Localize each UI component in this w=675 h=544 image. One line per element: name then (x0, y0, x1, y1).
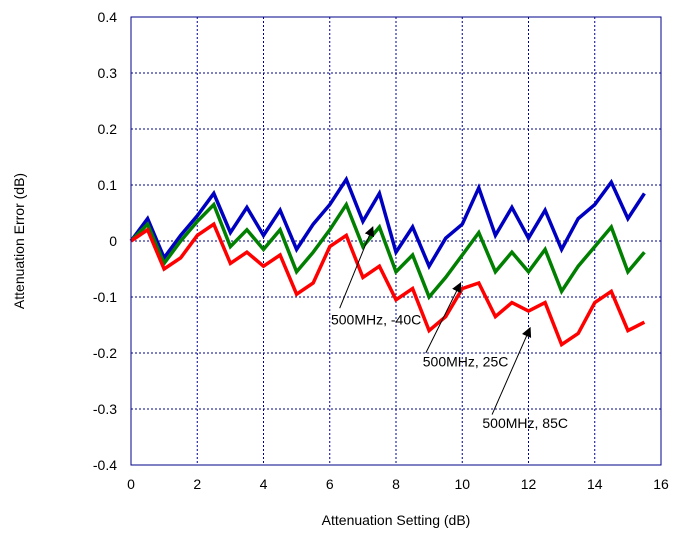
x-tick-label: 10 (454, 476, 470, 492)
y-axis-label: Attenuation Error (dB) (11, 173, 27, 309)
y-tick-label: 0.2 (98, 121, 118, 137)
y-tick-label: -0.1 (93, 289, 117, 305)
y-tick-label: 0.4 (98, 9, 118, 25)
x-tick-label: 6 (326, 476, 334, 492)
y-tick-label: 0 (109, 233, 117, 249)
x-tick-label: 12 (521, 476, 537, 492)
x-tick-label: 16 (653, 476, 669, 492)
y-tick-label: 0.3 (98, 65, 118, 81)
annotations: 500MHz, -40C 500MHz, 25C 500MHz, 85C (331, 226, 568, 431)
annotation-arrow (339, 226, 375, 309)
tick-labels: 0 2 4 6 8 10 12 14 16 -0.4 -0.3 -0.2 -0.1 0 0.1 0.2 0.3 0… (93, 9, 669, 492)
plot-frame (130, 16, 662, 466)
x-tick-label: 4 (260, 476, 268, 492)
x-axis-label: Attenuation Setting (dB) (322, 512, 471, 528)
annotation-label: 500MHz, -40C (331, 311, 421, 327)
x-tick-label: 14 (587, 476, 603, 492)
annotation-label: 500MHz, 25C (423, 353, 509, 369)
series-line-minus40c (129, 175, 646, 271)
series-group (129, 175, 646, 348)
y-tick-label: 0.1 (98, 177, 118, 193)
y-tick-label: -0.4 (93, 457, 117, 473)
x-tick-label: 2 (193, 476, 201, 492)
series-line-25c (129, 200, 646, 301)
series-line-85c (130, 221, 646, 348)
annotation-arrow (425, 282, 462, 354)
x-tick-label: 8 (392, 476, 400, 492)
annotation-label: 500MHz, 85C (482, 415, 568, 431)
annotation-arrow (491, 326, 532, 415)
y-tick-label: -0.3 (93, 401, 117, 417)
x-tick-label: 0 (127, 476, 135, 492)
y-tick-label: -0.2 (93, 345, 117, 361)
